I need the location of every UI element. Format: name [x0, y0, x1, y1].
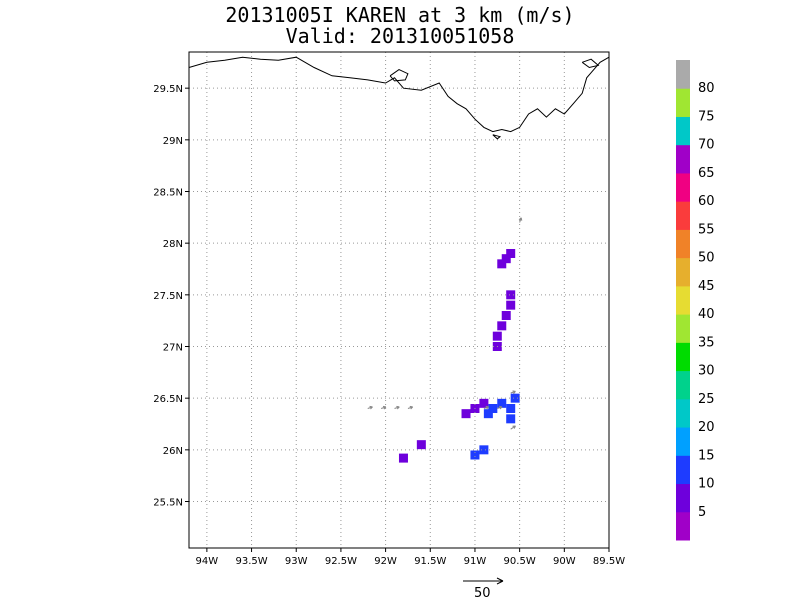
wind-vector	[380, 405, 387, 410]
colorbar-swatch	[676, 201, 690, 230]
echo-cell	[506, 249, 516, 258]
colorbar-label: 20	[698, 420, 715, 435]
lon-tick-label: 92W	[374, 556, 397, 567]
echo-cell	[506, 290, 516, 300]
colorbar-swatch	[676, 370, 690, 400]
echo-cell	[501, 311, 511, 320]
echo-cell	[479, 445, 489, 455]
lon-tick-label: 91W	[464, 556, 487, 567]
echo-cell	[461, 409, 471, 419]
wind-vector	[483, 405, 490, 410]
lon-tick-label: 94W	[196, 556, 219, 567]
reference-vector-label: 50	[474, 586, 491, 600]
colorbar-label: 25	[698, 392, 715, 407]
lon-tick-label: 90W	[553, 556, 576, 567]
echo-cell	[506, 300, 516, 310]
wind-vector	[497, 405, 503, 410]
echo-cell	[497, 259, 507, 269]
map-frame	[188, 51, 610, 549]
echo-cell	[497, 398, 507, 408]
colorbar-swatch	[676, 455, 690, 485]
colorbar-swatch	[676, 88, 690, 117]
lat-tick-label: 29.5N	[153, 84, 183, 95]
echo-cell	[492, 331, 502, 341]
colorbar-label: 55	[698, 222, 715, 237]
echo-cell	[479, 398, 489, 408]
echo-cell	[488, 404, 498, 413]
lon-tick-label: 93W	[285, 556, 308, 567]
axis-labels: 94W 93.5W 93W 92.5W 92W 91.5W 91W 90.5W 90W 89.5W…	[153, 84, 625, 567]
colorbar-label: 70	[698, 138, 715, 153]
lon-tick-label: 90.5W	[504, 556, 536, 567]
lon-tick-label: 92.5W	[325, 556, 357, 567]
coastline-island	[581, 58, 600, 69]
colorbar-label: 10	[698, 477, 715, 492]
colorbar-swatch	[676, 427, 690, 456]
lat-tick-label: 28.5N	[153, 188, 183, 199]
colorbar-swatch	[676, 511, 690, 541]
colorbar-swatch	[676, 229, 690, 259]
colorbar: 5 10 15 20 25 30 35 40 45 50 55 60 65 70 75 80	[676, 60, 715, 541]
echo-cell	[510, 393, 520, 403]
colorbar-swatch	[676, 483, 690, 513]
colorbar-label: 45	[698, 279, 715, 294]
wind-vector	[510, 425, 516, 430]
lon-tick-label: 93.5W	[235, 556, 267, 567]
wind-vector	[367, 405, 373, 410]
plot-valid-time: Valid: 201310051058	[285, 24, 515, 48]
lat-tick-label: 27N	[163, 343, 183, 354]
lat-tick-label: 26N	[163, 446, 183, 457]
lat-tick-label: 25.5N	[153, 498, 183, 509]
colorbar-swatch	[676, 172, 690, 202]
echo-cell	[483, 409, 493, 419]
lon-tick-label: 91.5W	[414, 556, 446, 567]
coastline	[188, 56, 610, 140]
echo-layer	[398, 249, 520, 463]
lon-tick-label: 89.5W	[593, 556, 625, 567]
colorbar-label: 65	[698, 166, 715, 181]
lat-tick-label: 29N	[163, 136, 183, 147]
echo-cell	[398, 453, 408, 463]
colorbar-label: 30	[698, 364, 715, 379]
wind-vectors	[367, 217, 523, 430]
colorbar-swatch	[676, 60, 690, 89]
coastline-path	[188, 56, 610, 133]
colorbar-swatch	[676, 314, 690, 343]
plot-title: 20131005I KAREN at 3 km (m/s)	[225, 3, 575, 27]
coastline-island	[492, 134, 502, 140]
echo-cell	[506, 414, 516, 424]
grid-layer	[189, 52, 610, 548]
lat-tick-label: 26.5N	[153, 394, 183, 405]
echo-cell	[497, 321, 507, 331]
colorbar-label: 80	[698, 81, 715, 96]
colorbar-label: 40	[698, 307, 715, 322]
colorbar-swatch	[676, 285, 690, 315]
echo-cell	[501, 254, 511, 264]
wind-vector	[394, 405, 400, 410]
echo-cell	[416, 440, 426, 450]
colorbar-label: 50	[698, 251, 715, 266]
colorbar-label: 35	[698, 335, 715, 350]
colorbar-label: 60	[698, 194, 715, 209]
wind-vector	[510, 390, 516, 394]
colorbar-label: 75	[698, 109, 715, 124]
reference-vector: 50	[463, 577, 504, 600]
echo-cell	[506, 404, 516, 413]
colorbar-swatch	[676, 342, 690, 372]
wind-vector	[518, 217, 523, 223]
colorbar-swatch	[676, 257, 690, 287]
colorbar-swatch	[676, 398, 690, 428]
coastline-island	[389, 69, 409, 82]
colorbar-label: 15	[698, 448, 715, 463]
lat-tick-label: 27.5N	[153, 291, 183, 302]
wind-vector	[407, 405, 414, 410]
lat-tick-label: 28N	[163, 239, 183, 250]
colorbar-swatch	[676, 144, 690, 174]
colorbar-label: 5	[698, 505, 706, 520]
colorbar-swatch	[676, 116, 690, 146]
echo-cell	[470, 450, 480, 460]
